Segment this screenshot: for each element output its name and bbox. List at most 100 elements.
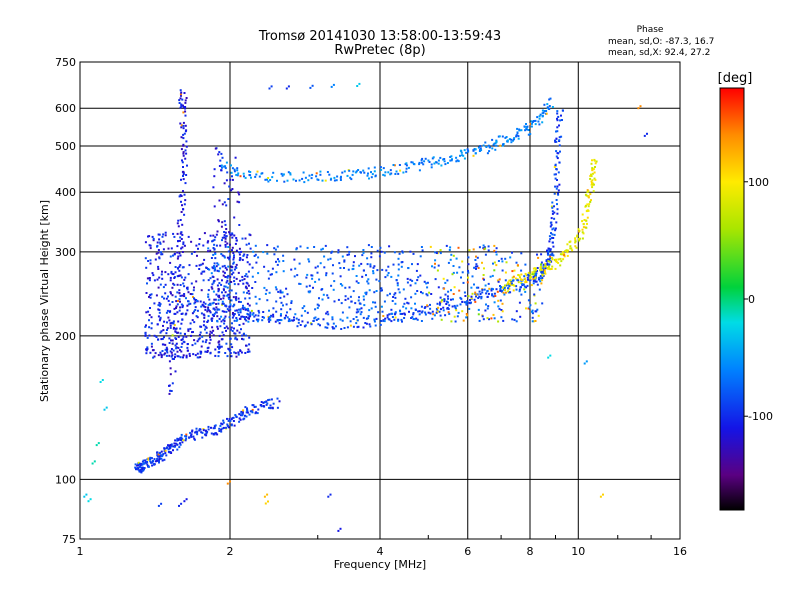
data-point <box>201 304 204 307</box>
data-point <box>168 337 171 340</box>
data-point <box>163 336 165 339</box>
data-point <box>235 249 238 252</box>
data-point <box>426 304 429 307</box>
data-point <box>474 152 477 155</box>
data-point <box>502 143 504 146</box>
data-point <box>548 105 551 107</box>
data-point <box>469 299 471 301</box>
data-point <box>551 212 554 215</box>
data-point <box>477 267 480 269</box>
data-point <box>599 495 602 498</box>
data-point <box>253 406 256 408</box>
data-point <box>583 219 586 221</box>
data-point <box>525 274 528 277</box>
data-point <box>587 190 590 193</box>
data-point <box>410 317 413 319</box>
data-point <box>488 287 491 290</box>
data-point <box>556 212 559 215</box>
data-point <box>554 173 557 176</box>
data-point <box>365 322 368 325</box>
data-point <box>207 250 209 253</box>
data-point <box>184 332 186 335</box>
data-point <box>189 322 192 325</box>
data-point <box>193 286 195 289</box>
data-point <box>196 299 198 302</box>
data-point <box>231 175 233 178</box>
data-point <box>562 109 564 112</box>
data-point <box>178 309 181 312</box>
data-point <box>272 307 275 310</box>
data-point <box>229 304 232 307</box>
data-point <box>471 292 474 295</box>
data-point <box>160 253 163 256</box>
data-point <box>595 160 598 163</box>
data-point <box>366 174 369 177</box>
data-point <box>541 277 544 279</box>
data-point <box>170 355 173 358</box>
data-point <box>249 171 252 173</box>
data-point <box>335 325 337 328</box>
data-point <box>170 351 173 354</box>
data-point <box>209 249 212 252</box>
data-point <box>530 125 533 128</box>
data-point <box>215 311 218 314</box>
data-point <box>197 338 200 341</box>
data-point <box>183 278 186 281</box>
data-point <box>218 427 221 430</box>
data-point <box>407 302 410 305</box>
data-point <box>218 282 221 285</box>
data-point <box>160 273 163 276</box>
data-point <box>561 251 564 254</box>
data-point <box>396 282 399 285</box>
data-point <box>541 271 543 274</box>
data-point <box>210 426 212 429</box>
data-point <box>407 267 410 270</box>
data-point <box>207 346 210 349</box>
data-point <box>318 297 320 300</box>
data-point <box>271 273 273 276</box>
data-point <box>200 345 203 348</box>
data-point <box>553 192 556 195</box>
data-point <box>481 288 484 291</box>
data-point <box>157 265 160 268</box>
data-point <box>373 170 376 173</box>
data-point <box>268 309 270 312</box>
data-point <box>200 289 203 292</box>
data-point <box>201 340 204 343</box>
data-point <box>149 294 152 296</box>
data-point <box>317 323 320 326</box>
data-point <box>467 256 470 259</box>
data-point <box>327 313 330 316</box>
data-point <box>134 466 137 469</box>
data-point <box>186 164 188 167</box>
data-point <box>175 307 177 309</box>
data-point <box>552 227 555 230</box>
data-point <box>228 255 231 258</box>
data-point <box>555 221 558 224</box>
data-point <box>256 320 259 323</box>
data-point <box>158 309 161 311</box>
data-point <box>190 240 193 243</box>
data-point <box>208 310 211 313</box>
data-point <box>229 328 232 331</box>
data-point <box>455 160 458 163</box>
data-point <box>200 312 203 315</box>
data-point <box>593 177 596 180</box>
data-point <box>386 294 389 297</box>
data-point <box>493 292 496 295</box>
data-point <box>210 272 213 275</box>
data-point <box>261 316 264 318</box>
data-point <box>204 325 207 328</box>
data-point <box>515 310 518 313</box>
data-point <box>229 234 232 237</box>
data-point <box>178 298 181 301</box>
data-point <box>512 139 514 142</box>
data-point <box>179 443 182 446</box>
data-point <box>265 289 268 292</box>
data-point <box>246 254 249 256</box>
data-point <box>238 247 241 250</box>
data-point <box>588 203 591 206</box>
data-point <box>379 246 382 249</box>
data-point <box>380 168 383 171</box>
data-point <box>331 272 334 275</box>
